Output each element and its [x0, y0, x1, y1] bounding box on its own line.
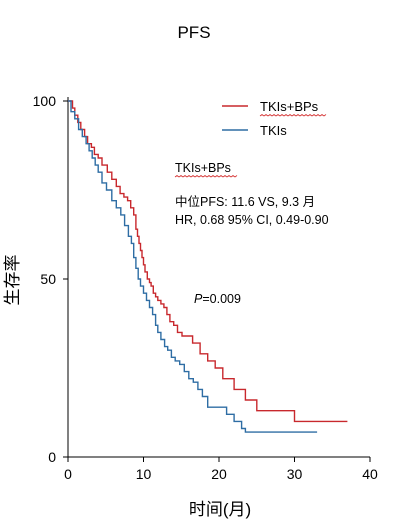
spellcheck-underline — [174, 175, 238, 178]
legend: TKIs+BPs TKIs — [222, 99, 327, 138]
p-number: =0.009 — [202, 292, 241, 306]
spellcheck-underline — [259, 114, 327, 117]
y-axis-label: 生存率 — [3, 255, 22, 306]
survival-curve-tkis-bps — [68, 100, 348, 423]
x-tick-label: 10 — [136, 466, 152, 482]
y-axis-ticks: 0 50 100 — [33, 93, 68, 465]
legend-label-tkis-bps: TKIs+BPs — [260, 99, 319, 114]
legend-label-tkis: TKIs — [260, 123, 287, 138]
annotation-group: TKIs+BPs — [175, 161, 231, 175]
y-tick-label: 50 — [40, 271, 56, 287]
annotation-median: 中位PFS: 11.6 VS, 9.3 月 — [175, 194, 315, 209]
chart-title: PFS — [177, 23, 210, 42]
y-tick-label: 100 — [33, 93, 57, 109]
p-symbol: P — [194, 292, 203, 306]
axes — [67, 97, 370, 458]
x-tick-label: 20 — [211, 466, 227, 482]
y-tick-label: 0 — [48, 449, 56, 465]
survival-curve-tkis — [68, 100, 318, 433]
x-tick-label: 40 — [362, 466, 378, 482]
x-tick-label: 30 — [287, 466, 303, 482]
x-axis-label: 时间(月) — [189, 500, 251, 519]
stats-annotation: TKIs+BPs 中位PFS: 11.6 VS, 9.3 月 HR, 0.68 … — [174, 161, 329, 306]
annotation-hr: HR, 0.68 95% CI, 0.49-0.90 — [175, 213, 329, 227]
x-axis-ticks: 0 10 20 30 40 — [64, 457, 378, 482]
x-tick-label: 0 — [64, 466, 72, 482]
annotation-p-value: P=0.009 — [194, 292, 241, 306]
survival-curves — [68, 100, 348, 433]
